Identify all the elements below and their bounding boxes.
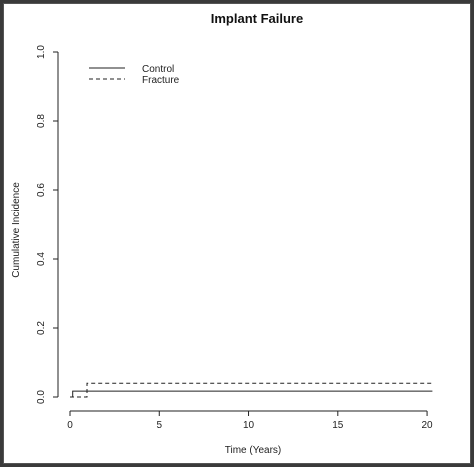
x-tick-label: 0	[67, 420, 73, 431]
chart-title: Implant Failure	[211, 11, 303, 26]
y-axis: 0.0 0.2 0.4 0.6 0.8 1.0	[36, 45, 59, 404]
x-tick-label: 20	[422, 420, 434, 431]
chart-frame: Implant Failure 0.0 0.2 0.4 0.6 0.8 1.0 0 5 10 1…	[4, 4, 470, 463]
x-tick-label: 5	[156, 420, 162, 431]
y-tick-label: 0.6	[36, 183, 47, 197]
y-tick-label: 1.0	[36, 45, 47, 59]
legend-control-label: Control	[142, 64, 174, 75]
x-axis-label: Time (Years)	[225, 445, 282, 456]
series-control-line	[70, 390, 433, 398]
y-tick-label: 0.4	[36, 252, 47, 266]
x-tick-label: 10	[243, 420, 255, 431]
y-axis-label: Cumulative Incidence	[11, 182, 22, 278]
series-group	[70, 382, 433, 398]
y-tick-label: 0.8	[36, 114, 47, 128]
chart-svg: Implant Failure 0.0 0.2 0.4 0.6 0.8 1.0 0 5 10 1…	[11, 11, 434, 456]
y-tick-label: 0.2	[36, 321, 47, 335]
x-tick-label: 15	[332, 420, 344, 431]
y-tick-label: 0.0	[36, 390, 47, 404]
legend: Control Fracture	[89, 64, 180, 86]
series-fracture-line	[70, 382, 433, 398]
legend-fracture-label: Fracture	[142, 75, 180, 86]
x-axis: 0 5 10 15 20	[67, 410, 434, 431]
